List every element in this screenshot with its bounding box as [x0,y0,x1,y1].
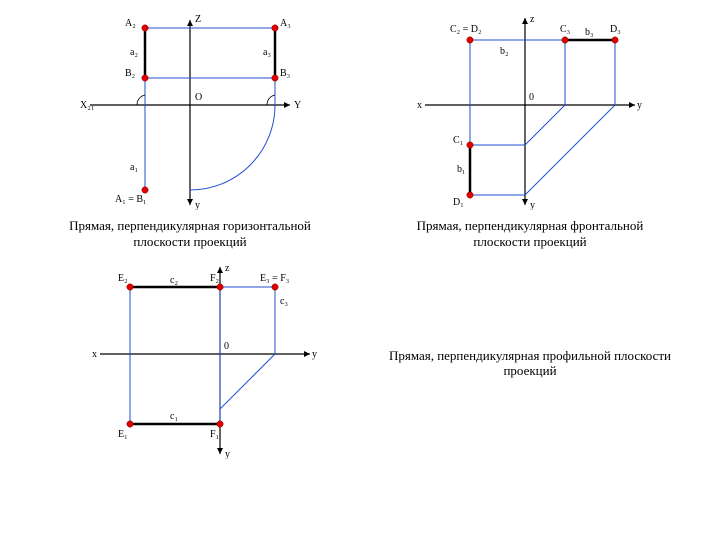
label-b1: b₁ [457,164,466,175]
axis-z-label: z [530,14,535,25]
label-c3: c₃ [280,296,288,307]
label-b3: b₃ [585,27,594,38]
figure-3: x y z y 0 E₂ F₂ E₃ = F₃ E₁ F₁ c₂ c₃ c₁ [90,259,320,459]
axis-z-label: z [225,263,230,274]
point-A1B1: A₁ = B₁ [115,194,147,205]
axis-y-label: y [637,100,642,111]
figure-1: X₂₁ Y Z y O A₂ A₃ B₂ B₃ A₁ = B₁ a₂ [50,10,330,249]
point-E1: E₁ [118,429,128,440]
point-C2D2: C₂ = D₂ [450,24,482,35]
point-F1: F₁ [210,429,219,440]
row-2: x y z y 0 E₂ F₂ E₃ = F₃ E₁ F₁ c₂ c₃ c₁ П… [90,259,710,459]
figure-2-caption: Прямая, перпендикулярная фронтальной пло… [390,218,670,249]
figure-1-svg: X₂₁ Y Z y O A₂ A₃ B₂ B₃ A₁ = B₁ a₂ [75,10,305,210]
point-F2: F₂ [210,273,219,284]
point-A3: A₃ [280,18,291,29]
label-a3: a₃ [263,47,271,58]
axis-x-label: x [417,100,422,111]
point-B3: B₃ [280,68,290,79]
figure-1-caption: Прямая, перпендикулярная горизонтальной … [50,218,330,249]
axis-y-label: Y [294,100,301,111]
figure-3-svg: x y z y 0 E₂ F₂ E₃ = F₃ E₁ F₁ c₂ c₃ c₁ [90,259,320,459]
row-1: X₂₁ Y Z y O A₂ A₃ B₂ B₃ A₁ = B₁ a₂ [10,10,710,249]
point-E3F3: E₃ = F₃ [260,273,289,284]
point-E2: E₂ [118,273,128,284]
point-D1: D₁ [453,197,464,208]
axis-y-label: y [312,349,317,360]
label-c2: c₂ [170,275,178,286]
axis-y2-label: y [225,449,230,459]
axis-y2-label: y [530,200,535,210]
point-C1: C₁ [453,135,463,146]
figure-2-svg: x y z y 0 C₂ = D₂ C₃ D₃ C₁ D₁ b₂ b₃ b [415,10,645,210]
label-c1: c₁ [170,411,178,422]
point-C3: C₃ [560,24,570,35]
axis-y2-label: y [195,200,200,210]
origin-label: O [195,92,202,103]
label-b2: b₂ [500,46,509,57]
point-B2: B₂ [125,68,135,79]
axis-x-label: x [92,349,97,360]
point-D3: D₃ [610,24,621,35]
point-A2: A₂ [125,18,136,29]
origin-label: 0 [529,92,534,103]
figure-2: x y z y 0 C₂ = D₂ C₃ D₃ C₁ D₁ b₂ b₃ b [390,10,670,249]
figure-3-caption: Прямая, перпендикулярная профильной плос… [380,348,680,379]
axis-x-label: X₂₁ [80,100,94,111]
label-a2: a₂ [130,47,138,58]
axis-z-label: Z [195,14,201,25]
origin-label: 0 [224,341,229,352]
label-a1: a₁ [130,162,138,173]
